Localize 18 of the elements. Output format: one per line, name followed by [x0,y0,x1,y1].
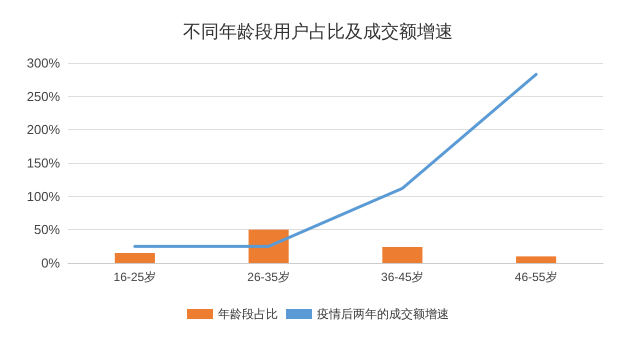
legend-label: 疫情后两年的成交额增速 [317,307,449,321]
y-tick-label: 250% [26,88,60,104]
y-tick-label: 100% [26,188,60,204]
x-tick-label: 26-35岁 [247,270,290,284]
y-tick-label: 150% [26,156,60,170]
chart-title: 不同年龄段用户占比及成交额增速 [183,22,453,42]
y-tick-label: 200% [26,122,60,138]
bar [114,253,155,263]
x-tick-label: 16-25岁 [114,270,156,284]
bar [382,247,422,263]
y-tick-label: 0% [41,256,60,270]
x-tick-label: 36-45岁 [381,270,424,284]
bar [516,256,556,263]
x-tick-label: 46-55岁 [514,270,558,284]
y-tick-label: 50% [34,222,60,238]
legend-label: 年龄段占比 [218,307,278,321]
bar [248,230,289,263]
y-tick-label: 300% [26,56,60,70]
